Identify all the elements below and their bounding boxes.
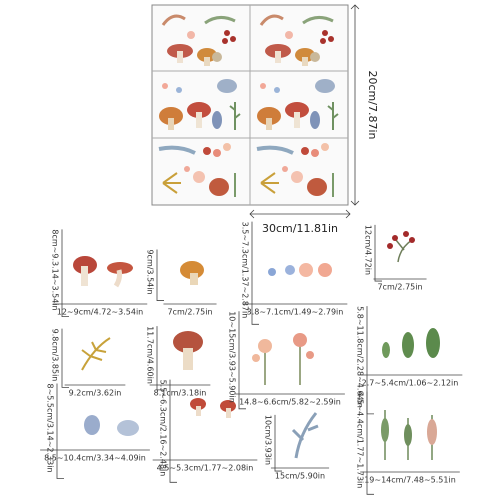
dimension-line — [61, 328, 69, 388]
width-label: 4.5~5.3cm/1.77~2.08in — [157, 464, 254, 473]
dimension-line — [56, 383, 64, 479]
width-label: 12~9cm/4.72~3.54in — [57, 308, 143, 317]
dimension-line — [251, 221, 259, 325]
width-label: 7cm/2.75in — [377, 283, 422, 292]
height-label: 5.8~11.8cm/2.28~4.64in — [356, 306, 365, 408]
height-label: 9.8cm/3.85in — [51, 329, 60, 382]
height-label: 10cm/3.93in — [264, 415, 273, 465]
dimension-line — [274, 414, 282, 472]
dimension-line — [366, 391, 374, 495]
height-label: 4.5~4.4cm/1.77~1.73in — [356, 392, 365, 489]
width-label: 7cm/2.75in — [167, 308, 212, 317]
height-arrow — [350, 4, 360, 206]
illustrations — [73, 231, 440, 460]
width-label: 2.7~5.4cm/1.06~2.12in — [362, 379, 459, 388]
width-label: 8.5~10.4cm/3.34~4.09in — [44, 454, 146, 463]
height-label: 11.7cm/4.60in — [146, 326, 155, 384]
width-label: 9.2cm/3.62in — [69, 389, 122, 398]
height-label: 10~15cm/3.93~5.90in — [228, 311, 237, 403]
height-label: 12cm/4.72in — [364, 225, 373, 275]
dimension-line — [61, 229, 69, 318]
dimension-line — [169, 379, 177, 483]
sticker-sheet — [151, 4, 349, 206]
width-arrow — [249, 209, 351, 219]
height-label: 8cm~9.3.14~3.54in — [51, 229, 60, 310]
width-label: 8.1cm/3.18in — [154, 389, 207, 398]
dimension-line — [156, 249, 164, 301]
sheet-height: 20cm/7.87in — [366, 71, 379, 140]
dimension-line — [238, 311, 246, 410]
height-label: 5.5~6.3cm/2.16~2.48in — [159, 380, 168, 477]
height-label: 3.5~7.3cm/1.37~2.87in — [241, 222, 250, 319]
dimension-line — [156, 326, 164, 391]
width-label: 14.8~6.6cm/5.82~2.59in — [239, 398, 341, 407]
sheet-width: 30cm/11.81in — [262, 222, 338, 235]
width-label: 19~14cm/7.48~5.51in — [364, 476, 456, 485]
dimension-line — [366, 306, 374, 415]
height-label: 9cm/3.54in — [146, 249, 155, 294]
width-label: 15cm/5.90in — [275, 472, 325, 481]
width-label: 3.8~7.1cm/1.49~2.79in — [247, 308, 344, 317]
dimension-line — [374, 224, 382, 282]
height-label: 8~5.5cm/3.14~2.33in — [46, 383, 55, 472]
